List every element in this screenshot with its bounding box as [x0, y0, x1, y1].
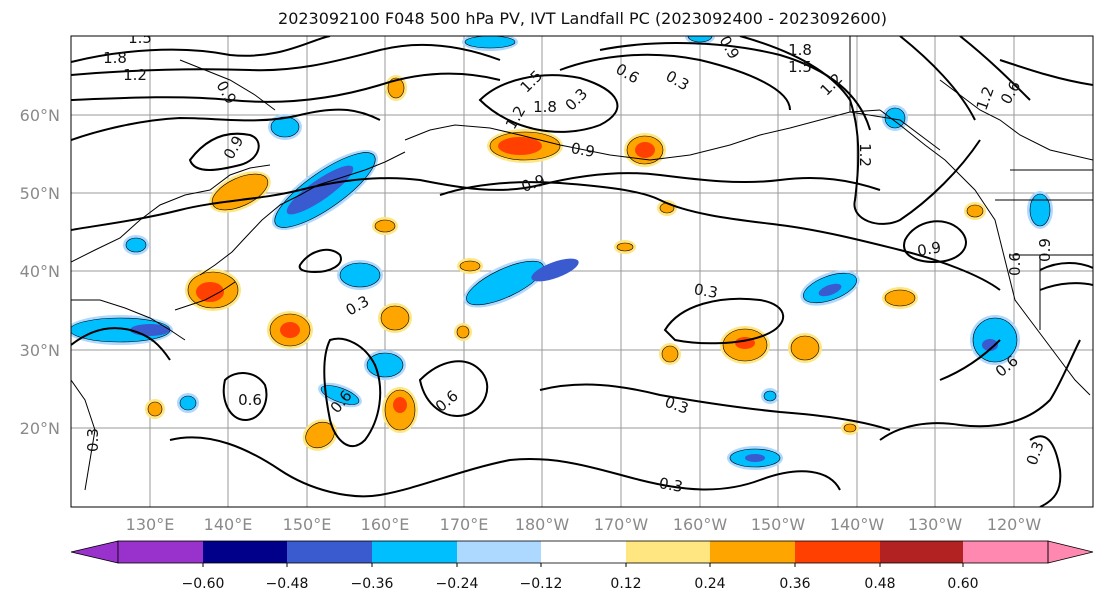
latitude-label: 20°N	[20, 419, 60, 438]
latitude-label: 30°N	[20, 341, 60, 360]
positive-pv-anomaly	[454, 323, 472, 341]
colorbar-segment	[541, 541, 626, 563]
negative-pv-anomaly	[745, 454, 765, 462]
colorbar-tick-label: 0.36	[779, 576, 810, 592]
longitude-label: 150°W	[751, 515, 806, 534]
longitude-label: 170°W	[594, 515, 649, 534]
longitude-label: 160°W	[673, 515, 728, 534]
colorbar: −0.60 −0.48 −0.36 −0.24 −0.12 0.12 0.24 0.36 0.4…	[71, 541, 1093, 592]
positive-pv-anomaly	[788, 333, 822, 363]
colorbar-tick-label: −0.36	[351, 576, 394, 592]
colorbar-segment	[372, 541, 457, 563]
positive-pv-anomaly	[841, 421, 859, 435]
negative-pv-anomaly	[337, 260, 383, 290]
colorbar-segment	[457, 541, 541, 563]
contour-label: 1.2	[123, 66, 147, 84]
colorbar-tick-label: 0.24	[694, 576, 725, 592]
contour-label: 1.8	[788, 41, 812, 59]
colorbar-tick-label: −0.48	[266, 576, 309, 592]
longitude-label: 120°W	[987, 515, 1042, 534]
colorbar-segment	[118, 541, 203, 563]
negative-pv-anomaly	[364, 350, 406, 380]
contour-label: 1.5	[788, 58, 812, 76]
longitude-label: 130°W	[908, 515, 963, 534]
colorbar-tick-label: −0.12	[520, 576, 563, 592]
colorbar-tick-label: −0.60	[182, 576, 225, 592]
positive-pv-anomaly	[457, 258, 483, 274]
longitude-label: 140°W	[830, 515, 885, 534]
colorbar-segment	[880, 541, 963, 563]
contour-label: 1.8	[533, 98, 557, 116]
longitude-label: 130°E	[126, 515, 175, 534]
contour-label: 0.9	[1036, 238, 1054, 262]
colorbar-extend-low	[71, 541, 118, 563]
colorbar-tick-label: 0.48	[864, 576, 895, 592]
contour-label: 0.3	[84, 428, 102, 452]
colorbar-segment	[626, 541, 710, 563]
colorbar-tick-label: 0.12	[610, 576, 641, 592]
positive-pv-anomaly	[378, 303, 412, 333]
colorbar-tick-label: −0.24	[436, 576, 479, 592]
colorbar-segment	[287, 541, 372, 563]
colorbar-segment	[795, 541, 880, 563]
latitude-label: 50°N	[20, 184, 60, 203]
contour-label: 1.2	[856, 143, 874, 167]
positive-pv-anomaly	[882, 287, 918, 309]
negative-pv-anomaly	[761, 388, 779, 404]
longitude-label: 160°E	[361, 515, 410, 534]
colorbar-tick-label: 0.60	[947, 576, 978, 592]
longitude-label: 180°W	[515, 515, 570, 534]
contour-label: 1.8	[103, 49, 127, 67]
latitude-label: 40°N	[20, 262, 60, 281]
positive-pv-anomaly	[614, 240, 636, 254]
positive-pv-anomaly	[498, 137, 542, 155]
colorbar-segment	[203, 541, 287, 563]
contour-label: 1.5	[128, 29, 152, 47]
latitude-labels: 60°N 50°N 40°N 30°N 20°N	[20, 106, 60, 438]
negative-pv-anomaly	[130, 324, 170, 336]
colorbar-segment	[963, 541, 1048, 563]
positive-pv-anomaly	[659, 343, 681, 365]
positive-pv-anomaly	[393, 397, 407, 413]
longitude-labels: 130°E 140°E 150°E 160°E 170°E 180°W 170°W 160°W…	[126, 515, 1042, 534]
positive-pv-anomaly	[280, 322, 300, 338]
negative-pv-anomaly	[123, 235, 149, 255]
colorbar-segment	[710, 541, 795, 563]
longitude-label: 140°E	[204, 515, 253, 534]
latitude-label: 60°N	[20, 106, 60, 125]
positive-pv-anomaly	[635, 142, 655, 158]
longitude-label: 150°E	[283, 515, 332, 534]
negative-pv-anomaly	[177, 393, 199, 413]
colorbar-extend-high	[1048, 541, 1093, 563]
positive-pv-anomaly	[145, 399, 165, 419]
positive-pv-anomaly	[372, 217, 398, 235]
contour-label: 0.6	[238, 391, 262, 409]
longitude-label: 170°E	[440, 515, 489, 534]
negative-pv-anomaly	[1027, 191, 1053, 229]
contour-label: 0.6	[1006, 252, 1024, 276]
positive-pv-anomaly	[964, 202, 986, 220]
